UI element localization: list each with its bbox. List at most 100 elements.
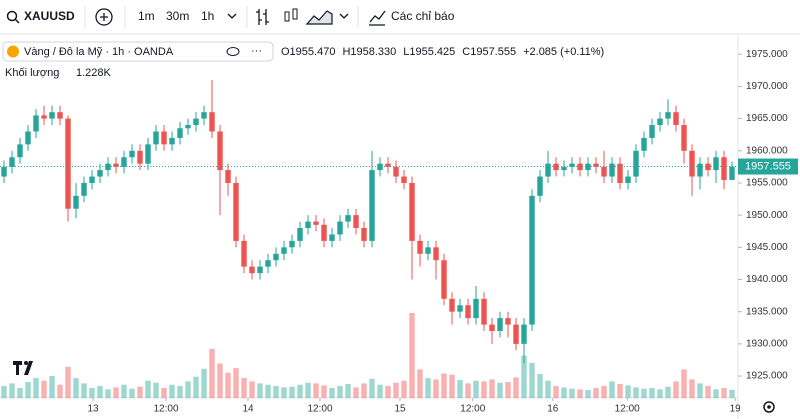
candle-body — [297, 228, 303, 241]
volume-bar — [217, 363, 223, 398]
volume-bar — [673, 381, 679, 398]
volume-bar — [305, 382, 311, 398]
settings-icon[interactable] — [763, 401, 775, 413]
settings-icon — [767, 405, 771, 409]
volume-bar — [57, 384, 63, 398]
candle-body — [33, 115, 39, 132]
candle-body — [169, 137, 175, 145]
volume-bar — [617, 384, 623, 398]
volume-bar — [649, 388, 655, 398]
symbol[interactable]: XAUUSD — [24, 9, 75, 23]
candle-body — [345, 215, 351, 222]
candle-body — [233, 182, 239, 241]
candle-body — [257, 266, 263, 274]
volume-bar — [497, 382, 503, 398]
candle-body — [65, 118, 71, 209]
candle-body — [473, 298, 479, 319]
interval[interactable]: 1h — [201, 9, 214, 23]
volume-bar — [457, 380, 463, 398]
volume-bar — [529, 362, 535, 398]
y-tick-label: 1960.000 — [746, 145, 788, 156]
add-symbol[interactable] — [95, 8, 113, 26]
candle-body — [353, 215, 359, 229]
area-icon[interactable] — [305, 10, 333, 25]
volume-bar — [329, 388, 335, 398]
interval[interactable]: 30m — [166, 9, 189, 23]
volume-bar — [689, 379, 695, 398]
volume-bar — [81, 383, 87, 398]
candles-icon — [292, 8, 298, 20]
volume-bar — [489, 379, 495, 398]
search-icon[interactable] — [6, 10, 18, 22]
volume-bar — [585, 390, 591, 398]
candle-body — [305, 221, 311, 229]
bars-icon[interactable] — [256, 9, 269, 25]
volume-bar — [545, 380, 551, 398]
logo-mark — [13, 361, 22, 375]
volume-bar — [145, 380, 151, 398]
volume-bar — [177, 386, 183, 398]
volume-bar — [593, 388, 599, 398]
eye-icon[interactable] — [226, 47, 240, 56]
x-tick-label: 12:00 — [460, 404, 485, 415]
candle-body — [265, 260, 271, 267]
candle-body — [377, 163, 383, 171]
indicator-icon[interactable] — [369, 10, 386, 26]
volume-bar — [241, 378, 247, 398]
candle-body — [537, 176, 543, 196]
candle-body — [729, 166, 735, 180]
volume-bar — [681, 369, 687, 398]
volume-bar — [665, 386, 671, 398]
candle-body — [1, 166, 7, 177]
indicators[interactable]: Các chỉ báo — [391, 9, 455, 23]
toolbar: XAUUSD 1m 30m 1h Các chỉ báo — [0, 6, 800, 35]
candles-icon[interactable] — [284, 11, 290, 22]
volume-bar — [289, 386, 295, 398]
candle-body — [593, 163, 599, 167]
candle-body — [289, 240, 295, 248]
x-tick-label: 12:00 — [153, 404, 178, 415]
volume-bar — [553, 386, 559, 398]
candle-body — [321, 224, 327, 241]
volume-bar — [577, 389, 583, 398]
volume-bar — [537, 374, 543, 398]
candle-body — [385, 163, 391, 167]
volume-bar — [41, 380, 47, 398]
volume-bar — [161, 388, 167, 398]
volume-bar — [281, 387, 287, 398]
volume-bar — [257, 383, 263, 398]
candle-body — [489, 324, 495, 331]
candle-body — [433, 247, 439, 261]
volume-bar — [473, 380, 479, 398]
volume-bar — [65, 366, 71, 398]
volume-bar — [225, 372, 231, 398]
logo-mark — [24, 361, 33, 375]
volume-bar — [417, 369, 423, 398]
more-icon[interactable]: ··· — [251, 45, 262, 57]
candle-body — [241, 240, 247, 267]
volume-bar — [401, 380, 407, 398]
candle-body — [137, 150, 143, 164]
candle-body — [121, 157, 127, 167]
candle-body — [57, 112, 63, 119]
dropdown[interactable] — [227, 13, 237, 19]
candle-body — [329, 234, 335, 241]
candle-body — [497, 318, 503, 331]
legend-value: L1955.425 — [403, 46, 455, 58]
y-tick-label: 1950.000 — [746, 210, 788, 221]
candle-body — [337, 221, 343, 235]
legend-box[interactable] — [2, 41, 274, 62]
candle-body — [441, 260, 447, 299]
volume-bar — [705, 386, 711, 398]
dropdown[interactable] — [339, 13, 349, 19]
y-tick-label: 1975.000 — [746, 49, 788, 60]
last-price-tag — [738, 158, 798, 175]
interval[interactable]: 1m — [138, 9, 155, 23]
volume-bar — [97, 386, 103, 398]
volume-bar — [513, 377, 519, 398]
legend-value: O1955.470 — [281, 46, 335, 58]
logo-mark — [24, 361, 28, 365]
volume-bar — [393, 382, 399, 398]
add-icon — [100, 13, 108, 21]
